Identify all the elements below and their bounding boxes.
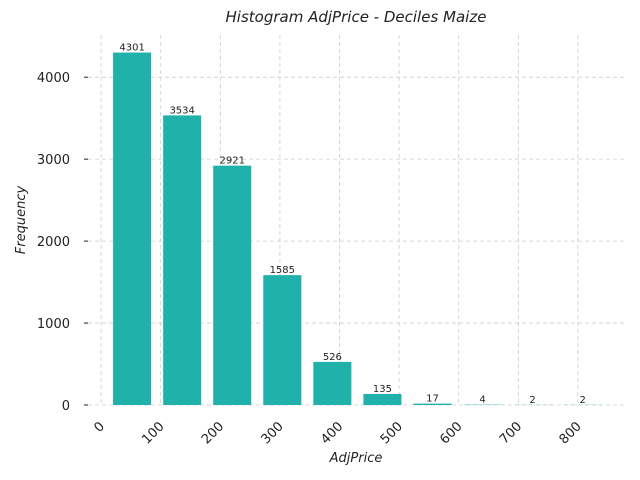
x-tick-label: 500 [378, 419, 406, 447]
bar [313, 361, 352, 405]
data-label: 17 [426, 394, 439, 405]
x-axis-label: AdjPrice [329, 451, 383, 466]
y-tick-label: 0 [62, 399, 70, 414]
x-tick-label: 800 [557, 419, 585, 447]
x-tick-label: 0 [91, 419, 107, 435]
data-label: 2 [579, 395, 585, 406]
data-label: 4301 [119, 43, 144, 54]
data-label: 1585 [270, 265, 295, 276]
data-label: 135 [373, 384, 392, 395]
data-label: 2921 [220, 156, 245, 167]
x-tick-label: 400 [318, 419, 346, 447]
y-tick-label: 1000 [37, 317, 70, 332]
x-tick-label: 600 [437, 419, 465, 447]
y-tick-label: 2000 [37, 235, 70, 250]
bar [363, 393, 402, 405]
y-tick-label: 4000 [37, 71, 70, 86]
x-tick-label: 200 [199, 419, 227, 447]
y-tick-label: 3000 [37, 153, 70, 168]
data-label: 4 [479, 395, 485, 406]
bar [413, 403, 452, 405]
data-label: 526 [323, 352, 342, 363]
chart-title: Histogram AdjPrice - Deciles Maize [226, 8, 487, 26]
data-label: 3534 [169, 105, 194, 116]
y-axis-label: Frequency [14, 185, 29, 254]
bar [113, 52, 152, 405]
x-tick-label: 300 [259, 419, 287, 447]
bar [263, 275, 302, 405]
data-label: 2 [529, 395, 535, 406]
x-tick-label: 700 [497, 419, 525, 447]
bar [163, 115, 202, 405]
bar [213, 165, 252, 405]
x-tick-label: 100 [139, 419, 167, 447]
